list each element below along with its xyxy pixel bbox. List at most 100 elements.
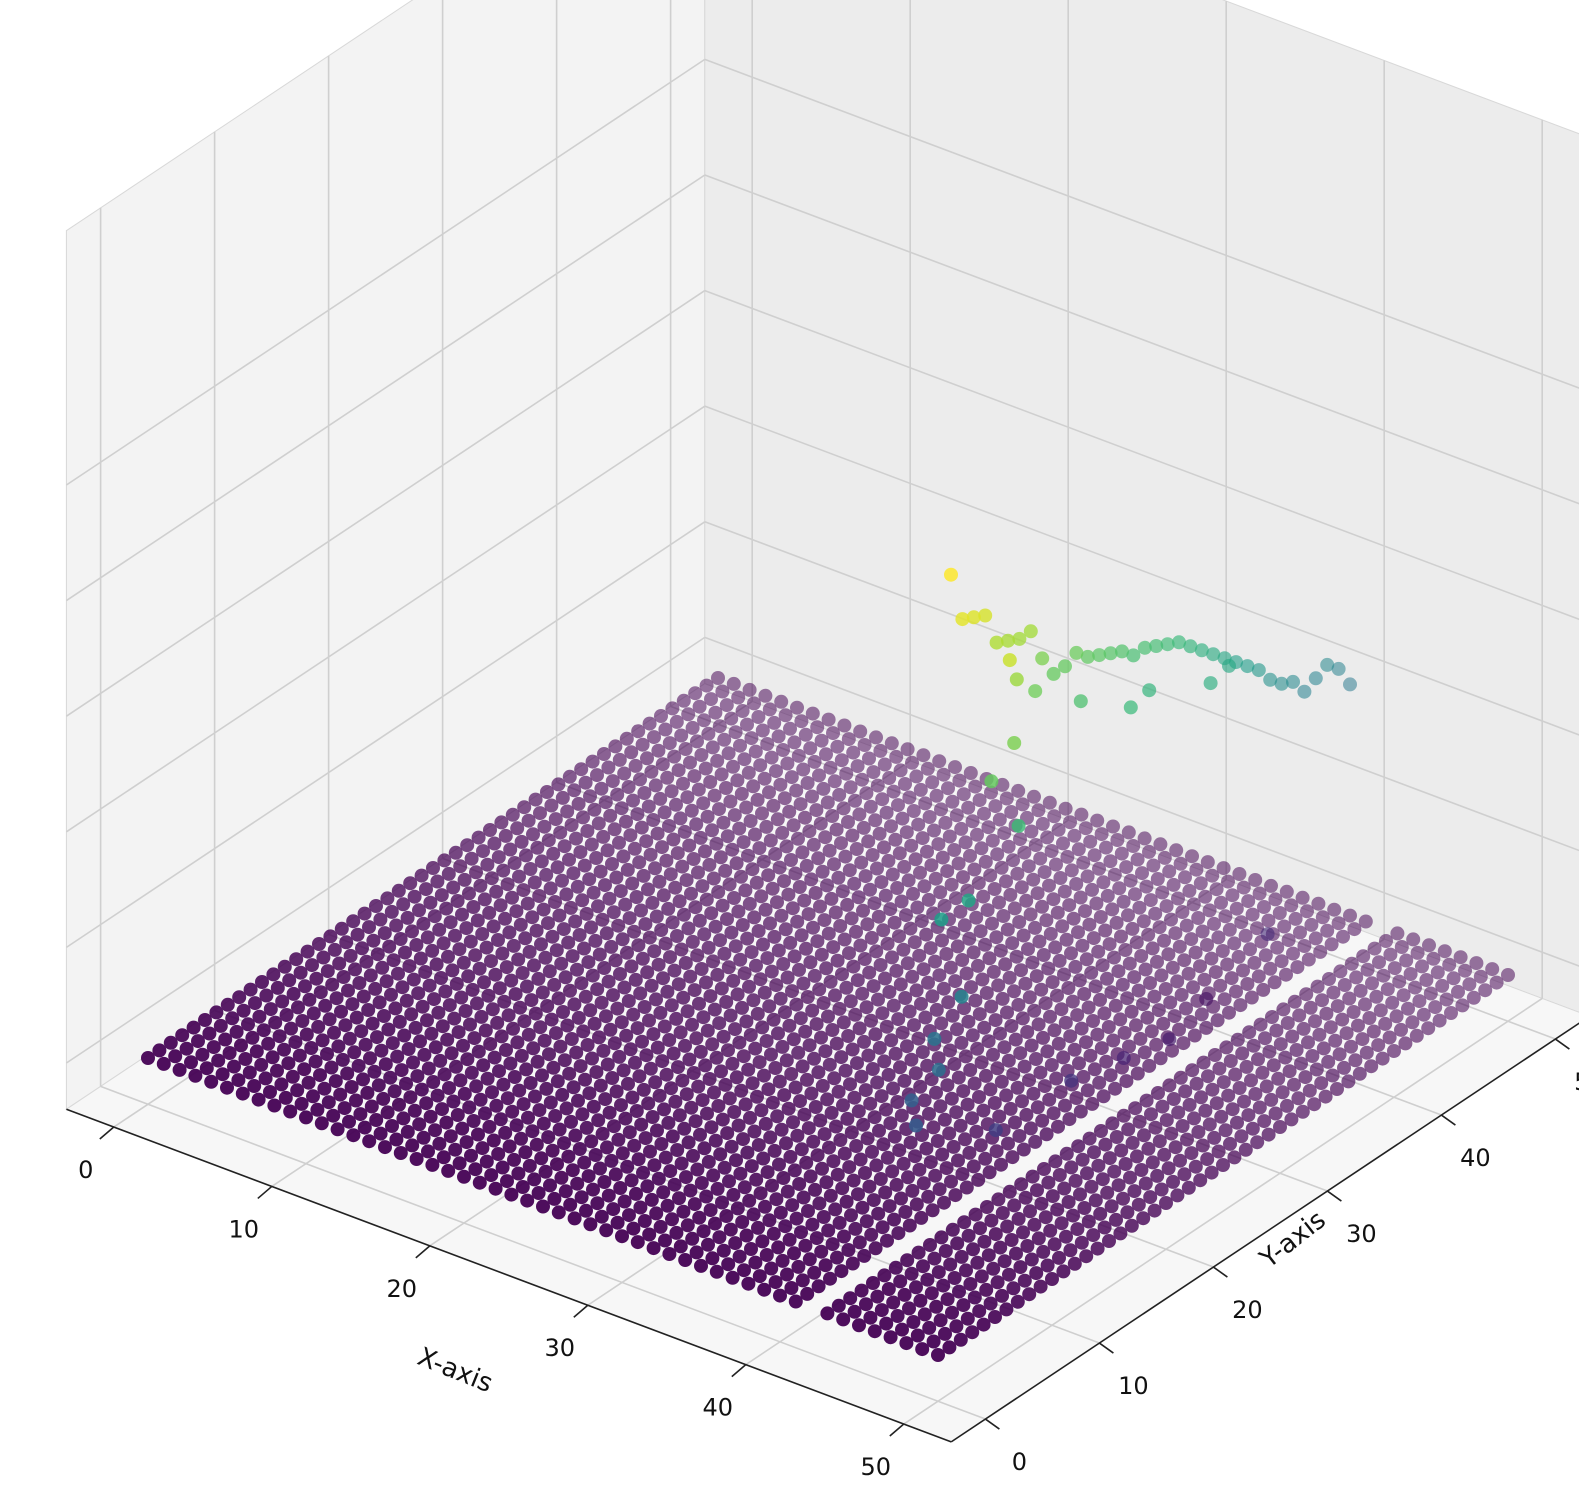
data-point (1072, 1056, 1086, 1071)
data-point (225, 1011, 240, 1026)
data-point (493, 898, 508, 913)
data-point (805, 1217, 820, 1232)
data-point (346, 914, 361, 929)
data-point (1064, 1160, 1079, 1175)
data-point (1050, 905, 1065, 920)
data-point (724, 1139, 739, 1154)
data-point (617, 980, 632, 995)
data-point (323, 929, 338, 944)
data-point (1100, 971, 1114, 986)
data-point (375, 960, 390, 975)
data-point (506, 1021, 520, 1036)
data-point (677, 824, 692, 839)
data-point (453, 1073, 468, 1088)
data-point (742, 682, 757, 697)
data-point (468, 1162, 483, 1177)
data-point (867, 1324, 882, 1339)
data-point (515, 966, 530, 980)
data-point (922, 1320, 937, 1335)
data-point (462, 886, 476, 901)
data-point (986, 964, 1001, 979)
data-point (859, 786, 874, 801)
data-point (1255, 1065, 1270, 1080)
data-point (776, 957, 791, 971)
data-point (476, 1058, 491, 1073)
data-point (598, 1092, 613, 1107)
data-point (700, 1106, 714, 1121)
data-point (1074, 807, 1089, 822)
data-point (576, 810, 590, 825)
data-point (838, 1063, 853, 1078)
data-point (665, 1212, 679, 1227)
data-point (834, 836, 848, 851)
data-point (912, 948, 927, 963)
data-point (536, 1116, 551, 1131)
data-point (806, 1134, 821, 1149)
data-point (1036, 1030, 1050, 1045)
data-point (741, 1276, 756, 1291)
data-point (1263, 961, 1278, 976)
data-point (873, 958, 888, 972)
data-point (1221, 1088, 1236, 1103)
data-point (1250, 921, 1264, 936)
data-point (786, 1032, 801, 1047)
data-point (611, 918, 626, 933)
data-point (496, 1077, 511, 1092)
data-point (1251, 969, 1266, 984)
data-point (412, 1117, 427, 1132)
data-point (830, 739, 845, 754)
data-point (491, 850, 506, 865)
data-point (1000, 1005, 1014, 1020)
data-point (291, 1000, 305, 1015)
data-point (673, 1025, 688, 1040)
data-point (1383, 947, 1398, 962)
data-point (1023, 1204, 1037, 1219)
data-point (876, 923, 891, 938)
data-point (1102, 937, 1117, 952)
data-point (955, 1167, 970, 1181)
data-point (368, 981, 383, 996)
x-tick (257, 1185, 273, 1200)
data-point (1309, 1062, 1324, 1077)
data-point (924, 1286, 939, 1301)
data-point (573, 845, 588, 860)
data-point (669, 1011, 684, 1026)
data-point (1335, 1012, 1350, 1027)
data-point (179, 1041, 194, 1056)
data-point (1224, 971, 1239, 986)
data-point (1138, 1176, 1153, 1191)
data-point (828, 905, 843, 920)
data-point (361, 1003, 376, 1017)
data-point (629, 1104, 644, 1118)
data-point (475, 1141, 490, 1156)
data-point (950, 939, 965, 954)
data-point (841, 1029, 856, 1043)
data-point (1141, 1141, 1156, 1156)
data-point (474, 1009, 489, 1024)
data-point (1093, 1206, 1108, 1221)
data-point (878, 1185, 893, 1200)
data-point (870, 861, 884, 876)
data-point (798, 810, 812, 825)
data-point (981, 1248, 996, 1263)
data-point (470, 996, 484, 1011)
data-point (977, 806, 991, 821)
data-point (471, 1044, 486, 1059)
data-point (300, 944, 315, 959)
data-point (965, 1111, 979, 1126)
data-point (1015, 1011, 1030, 1026)
data-point (434, 971, 448, 985)
data-point (1216, 1075, 1231, 1090)
data-point (778, 1005, 792, 1020)
data-point (1398, 1036, 1413, 1051)
data-point (1279, 884, 1294, 899)
data-point (731, 690, 746, 705)
data-point (853, 1152, 868, 1167)
data-point (610, 787, 625, 802)
data-point (781, 1101, 796, 1116)
data-point (932, 1182, 947, 1197)
data-point (1322, 972, 1336, 986)
data-point (856, 1117, 871, 1132)
data-point (498, 911, 512, 926)
data-point (664, 784, 679, 799)
